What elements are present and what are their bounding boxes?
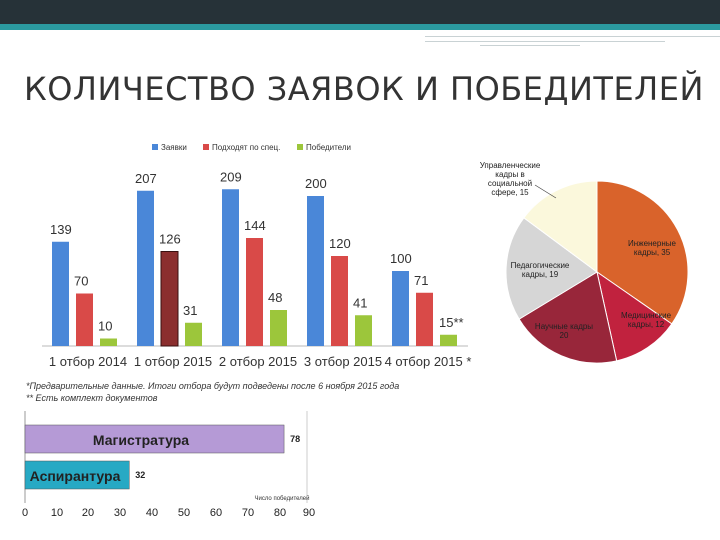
pie-label: Управленческие кадры в социальной сфере, 15 <box>480 161 541 197</box>
pie-label-line: Инженерные <box>628 239 676 248</box>
x-tick-label: 1 отбор 2014 <box>49 354 127 369</box>
hbar-value: 78 <box>290 434 300 444</box>
x-tick-label: 10 <box>51 507 63 519</box>
data-label: 144 <box>244 218 266 233</box>
bar <box>76 293 93 346</box>
x-tick-label: 50 <box>178 507 190 519</box>
x-tick-label: 4 отбор 2015 * <box>385 354 472 369</box>
x-tick-label: 60 <box>210 507 222 519</box>
pie-label-line: Управленческие <box>480 161 541 170</box>
axis-title: Число победителей <box>255 495 310 502</box>
bar <box>392 271 409 346</box>
pie-label-line: социальной <box>488 179 532 188</box>
data-label: 31 <box>183 303 197 318</box>
accent-stripe <box>0 24 720 30</box>
pie-leader-line <box>534 184 557 199</box>
legend-swatch <box>203 144 209 150</box>
data-label: 209 <box>220 169 242 184</box>
data-label: 126 <box>159 232 181 247</box>
bar <box>416 292 433 346</box>
pie-label: Медицинские кадры, 12 <box>621 311 672 329</box>
hbar-category-label: Аспирантура <box>30 468 121 484</box>
bar <box>307 196 324 346</box>
bar <box>100 338 117 346</box>
x-tick-label: 70 <box>242 507 254 519</box>
legend-swatch <box>297 144 303 150</box>
hbar <box>24 460 130 490</box>
footnote: ** Есть комплект документов <box>26 393 158 403</box>
pie-label-line: кадры, 12 <box>628 320 665 329</box>
bar <box>52 241 69 346</box>
pie-slice <box>596 270 673 362</box>
bar <box>185 322 202 346</box>
bar <box>160 251 179 347</box>
data-label: 207 <box>135 171 157 186</box>
decor-line <box>425 41 665 42</box>
legend-label: Победители <box>306 143 351 152</box>
hbar <box>24 424 285 454</box>
data-label: 100 <box>390 251 412 266</box>
data-label: 41 <box>353 295 367 310</box>
pie-slice <box>505 217 598 320</box>
footnote: *Предварительные данные. Итоги отбора бу… <box>26 381 399 391</box>
x-tick-label: 0 <box>22 507 28 519</box>
bar <box>222 189 239 346</box>
x-tick-label: 90 <box>303 507 315 519</box>
pie-label: Научные кадры 20 <box>535 322 593 340</box>
data-label: 71 <box>414 273 428 288</box>
bar <box>270 310 287 346</box>
bar <box>137 190 154 346</box>
x-tick-label: 40 <box>146 507 158 519</box>
legend-swatch <box>152 144 158 150</box>
x-tick-label: 2 отбор 2015 <box>219 354 297 369</box>
x-tick-label: 30 <box>114 507 126 519</box>
bar <box>440 334 457 346</box>
data-label: 139 <box>50 222 72 237</box>
decor-line <box>480 45 580 46</box>
hbar-value: 32 <box>135 470 145 480</box>
data-label: 120 <box>329 236 351 251</box>
pie-slice <box>518 271 618 364</box>
decor-line <box>425 36 720 37</box>
pie-label-line: сфере, 15 <box>491 188 529 197</box>
bar <box>355 315 372 346</box>
bar <box>246 238 263 346</box>
pie-label-line: Медицинские <box>621 311 672 320</box>
data-label: 48 <box>268 290 282 305</box>
data-label: 10 <box>98 319 112 334</box>
x-tick-label: 3 отбор 2015 <box>304 354 382 369</box>
pie-slice <box>523 180 598 273</box>
hbar-category-label: Магистратура <box>93 432 189 448</box>
page-title: КОЛИЧЕСТВО ЗАЯВОК И ПОБЕДИТЕЛЕЙ <box>24 70 704 108</box>
pie-slice <box>596 180 689 325</box>
x-tick-label: 20 <box>82 507 94 519</box>
data-label: 200 <box>305 176 327 191</box>
data-label: 70 <box>74 274 88 289</box>
legend-label: Подходят по спец. <box>212 143 280 152</box>
x-tick-label: 1 отбор 2015 <box>134 354 212 369</box>
pie-label-line: Научные кадры <box>535 322 593 331</box>
pie-label-line: Педагогические <box>511 261 570 270</box>
legend-label: Заявки <box>161 143 187 152</box>
x-tick-label: 80 <box>274 507 286 519</box>
pie-label-line: кадры, 19 <box>522 270 559 279</box>
top-banner <box>0 0 720 24</box>
bar <box>331 256 348 346</box>
pie-label: Педагогические кадры, 19 <box>511 261 570 279</box>
pie-label-line: 20 <box>560 331 569 340</box>
pie-label-line: кадры, 35 <box>634 248 671 257</box>
pie-label: Инженерные кадры, 35 <box>628 239 676 257</box>
pie-label-line: кадры в <box>495 170 524 179</box>
data-label: 15** <box>439 315 464 330</box>
